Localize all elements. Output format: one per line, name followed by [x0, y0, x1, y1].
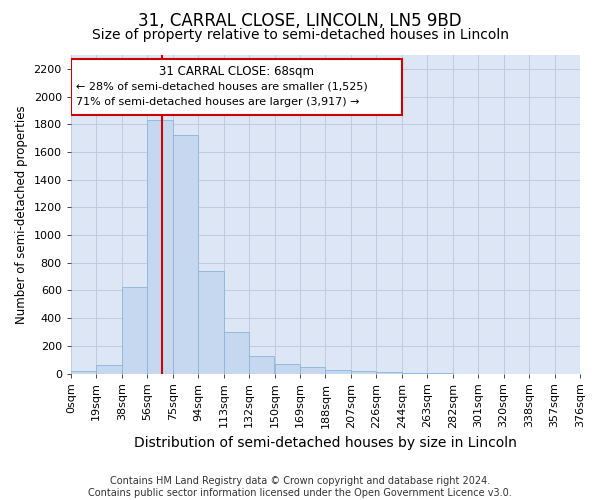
Text: 71% of semi-detached houses are larger (3,917) →: 71% of semi-detached houses are larger (…	[76, 98, 359, 108]
Bar	[376, 372, 402, 374]
Bar	[122, 287, 147, 374]
Bar	[300, 368, 325, 374]
Text: 31 CARRAL CLOSE: 68sqm: 31 CARRAL CLOSE: 68sqm	[159, 65, 314, 78]
Y-axis label: Number of semi-detached properties: Number of semi-detached properties	[15, 105, 28, 324]
Bar	[351, 370, 376, 374]
Bar	[173, 134, 198, 374]
Bar	[275, 364, 300, 374]
Bar	[147, 120, 173, 374]
Bar	[249, 356, 274, 374]
Bar	[71, 372, 96, 374]
Text: 31, CARRAL CLOSE, LINCOLN, LN5 9BD: 31, CARRAL CLOSE, LINCOLN, LN5 9BD	[138, 12, 462, 30]
Bar	[224, 332, 249, 374]
Text: Contains HM Land Registry data © Crown copyright and database right 2024.
Contai: Contains HM Land Registry data © Crown c…	[88, 476, 512, 498]
Text: ← 28% of semi-detached houses are smaller (1,525): ← 28% of semi-detached houses are smalle…	[76, 82, 368, 92]
Bar	[402, 373, 427, 374]
Text: Size of property relative to semi-detached houses in Lincoln: Size of property relative to semi-detach…	[91, 28, 509, 42]
Bar	[96, 365, 122, 374]
Bar	[71, 59, 402, 114]
Bar	[325, 370, 351, 374]
X-axis label: Distribution of semi-detached houses by size in Lincoln: Distribution of semi-detached houses by …	[134, 436, 517, 450]
Bar	[198, 271, 224, 374]
